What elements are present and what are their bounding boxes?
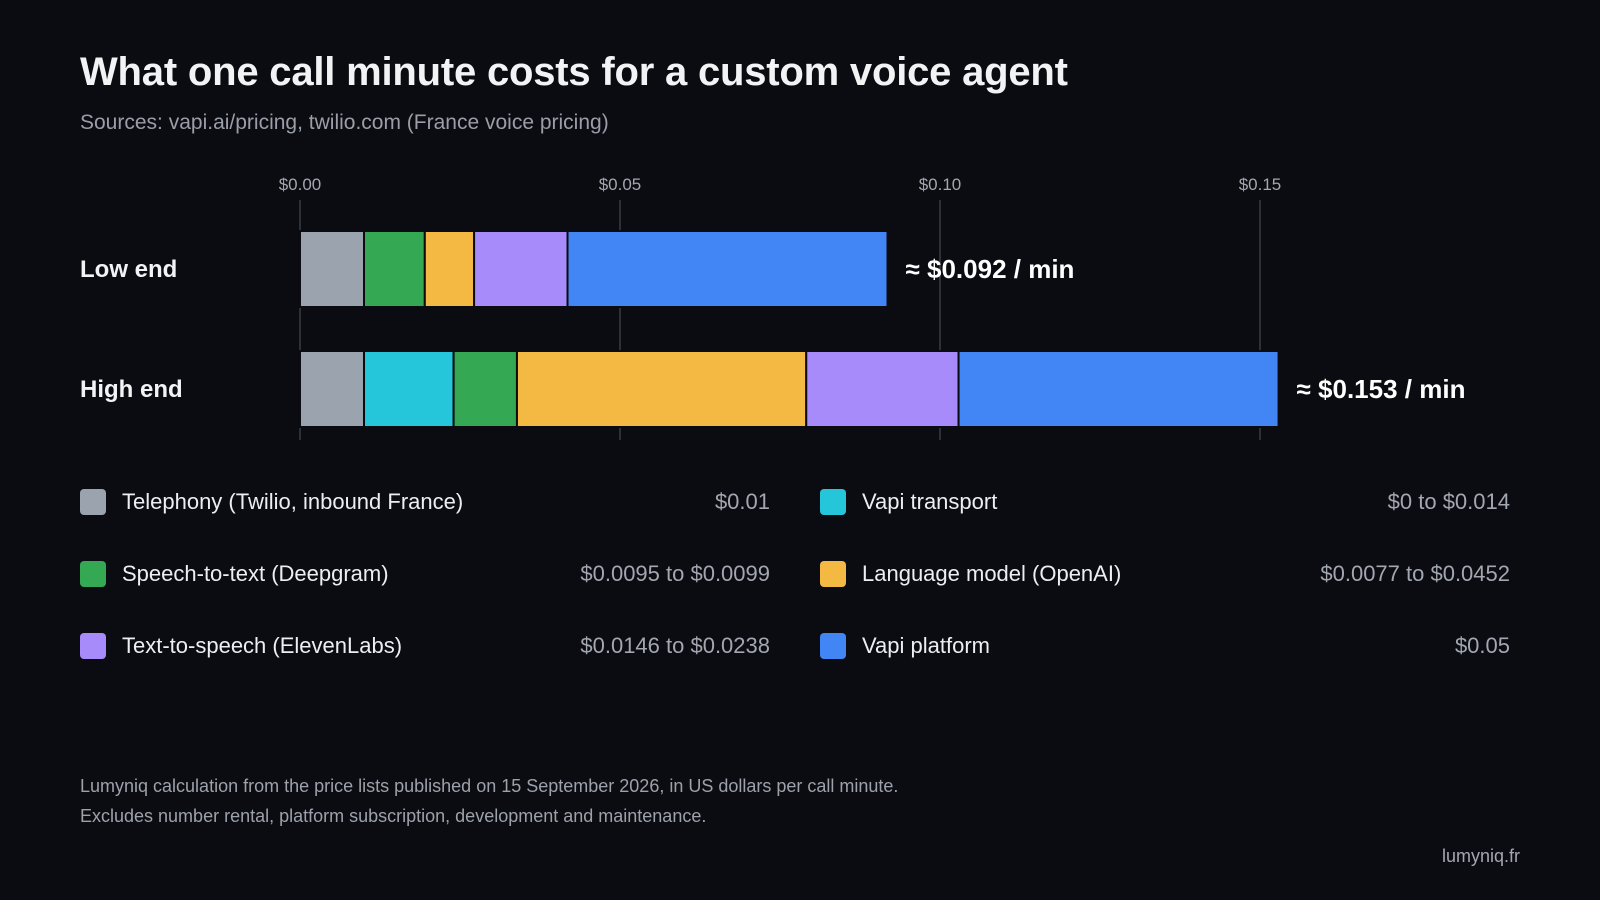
x-tick-label: $0.10 — [919, 175, 962, 194]
bar-segment — [805, 350, 960, 428]
footnote-line-1: Lumyniq calculation from the price lists… — [80, 776, 899, 796]
legend-value: $0 to $0.014 — [1387, 489, 1510, 514]
bar-segment — [363, 230, 426, 308]
bar-segment — [363, 350, 455, 428]
total-label: ≈ $0.092 / min — [906, 254, 1075, 284]
legend-item-vapi-transport: Vapi transport $0 to $0.014 — [820, 488, 1510, 560]
legend-swatch — [820, 633, 846, 659]
legend: Telephony (Twilio, inbound France) $0.01… — [80, 488, 1510, 704]
brand-link[interactable]: lumyniq.fr — [1441, 846, 1520, 866]
bar-segment — [566, 230, 889, 308]
x-tick-label: $0.00 — [279, 175, 322, 194]
footnote: Lumyniq calculation from the price lists… — [80, 771, 898, 831]
legend-value: $0.0146 to $0.0238 — [580, 633, 770, 658]
legend-value: $0.0077 to $0.0452 — [1320, 561, 1510, 586]
legend-label: Vapi transport — [862, 489, 998, 514]
legend-item-vapi-platform: Vapi platform $0.05 — [820, 632, 1510, 704]
legend-value: $0.05 — [1454, 633, 1510, 658]
bar-segment — [473, 230, 569, 308]
total-label: ≈ $0.153 / min — [1297, 374, 1466, 404]
x-tick-label: $0.15 — [1239, 175, 1282, 194]
legend-item-telephony: Telephony (Twilio, inbound France) $0.01 — [80, 488, 770, 560]
legend-label: Text-to-speech (ElevenLabs) — [122, 633, 403, 658]
bar-segment — [515, 350, 808, 428]
legend-item-speech-to-text: Speech-to-text (Deepgram) $0.0095 to $0.… — [80, 560, 770, 632]
legend-label: Speech-to-text (Deepgram) — [122, 561, 389, 586]
footnote-line-2: Excludes number rental, platform subscri… — [80, 806, 707, 826]
legend-label: Language model (OpenAI) — [862, 561, 1122, 586]
category-label: Low end — [80, 256, 177, 283]
legend-swatch — [820, 489, 846, 515]
chart-title: What one call minute costs for a custom … — [80, 50, 1068, 94]
legend-swatch — [820, 561, 846, 587]
legend-label: Telephony (Twilio, inbound France) — [122, 489, 464, 514]
bar-segment — [299, 230, 365, 308]
legend-value: $0.0095 to $0.0099 — [580, 561, 770, 586]
legend-swatch — [80, 489, 106, 515]
legend-swatch — [80, 561, 106, 587]
chart-subtitle: Sources: vapi.ai/pricing, twilio.com (Fr… — [80, 111, 609, 134]
category-label: High end — [80, 376, 183, 403]
legend-item-text-to-speech: Text-to-speech (ElevenLabs) $0.0146 to $… — [80, 632, 770, 704]
legend-item-language-model: Language model (OpenAI) $0.0077 to $0.04… — [820, 560, 1510, 632]
legend-value: $0.01 — [714, 489, 770, 514]
stacked-bar-chart: $0.00 $0.05 $0.10 $0.15 Low end ≈ $0.092 / mi… — [80, 175, 1466, 440]
legend-label: Vapi platform — [862, 633, 990, 658]
bar-segment — [299, 350, 365, 428]
bar-segment — [423, 230, 476, 308]
legend-swatch — [80, 633, 106, 659]
bar-segment — [452, 350, 518, 428]
x-tick-label: $0.05 — [599, 175, 642, 194]
bar-segment — [957, 350, 1280, 428]
